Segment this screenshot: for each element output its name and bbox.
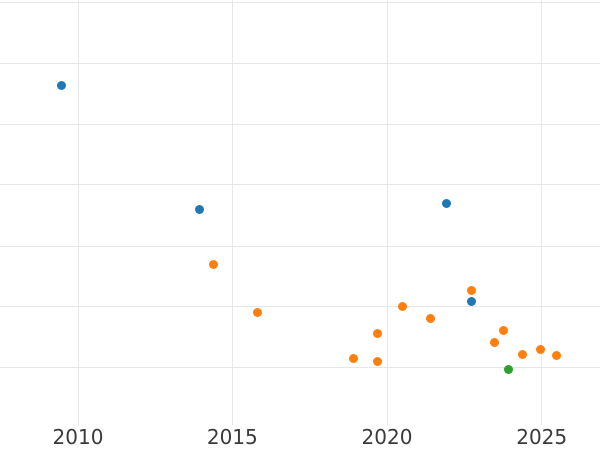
vertical-gridline xyxy=(386,0,388,425)
blue-series-point xyxy=(441,198,451,208)
orange-series-point xyxy=(552,350,561,360)
x-tick-label: 2010 xyxy=(52,425,104,449)
orange-series-point xyxy=(535,344,545,354)
x-tick-label: 2015 xyxy=(206,425,258,449)
x-axis: 2010 2015 2020 2025 xyxy=(0,425,600,450)
horizontal-gridline xyxy=(0,123,600,125)
blue-series-point xyxy=(467,296,476,306)
vertical-gridline xyxy=(77,0,79,425)
orange-series-point xyxy=(208,259,218,269)
orange-series-point xyxy=(518,350,527,359)
blue-series-point xyxy=(57,80,66,90)
x-tick-label: 2025 xyxy=(516,425,568,449)
green-series-point xyxy=(504,365,513,374)
orange-series-point xyxy=(466,286,476,295)
orange-series-point xyxy=(349,353,358,363)
blue-series-point xyxy=(194,204,204,214)
plot-area xyxy=(0,0,600,425)
horizontal-gridline xyxy=(0,245,600,247)
horizontal-gridline xyxy=(0,184,600,185)
horizontal-gridline xyxy=(0,366,600,368)
vertical-gridline xyxy=(231,0,233,425)
orange-series-point xyxy=(397,301,407,311)
horizontal-gridline xyxy=(0,306,600,307)
x-tick-label: 2020 xyxy=(361,425,413,449)
horizontal-gridline xyxy=(0,2,600,3)
orange-series-point xyxy=(373,356,382,366)
orange-series-point xyxy=(252,308,262,317)
horizontal-gridline xyxy=(0,63,600,64)
orange-series-point xyxy=(489,338,499,347)
vertical-gridline xyxy=(541,0,543,425)
orange-series-point xyxy=(499,326,508,335)
orange-series-point xyxy=(426,314,435,323)
orange-series-point xyxy=(373,328,382,338)
